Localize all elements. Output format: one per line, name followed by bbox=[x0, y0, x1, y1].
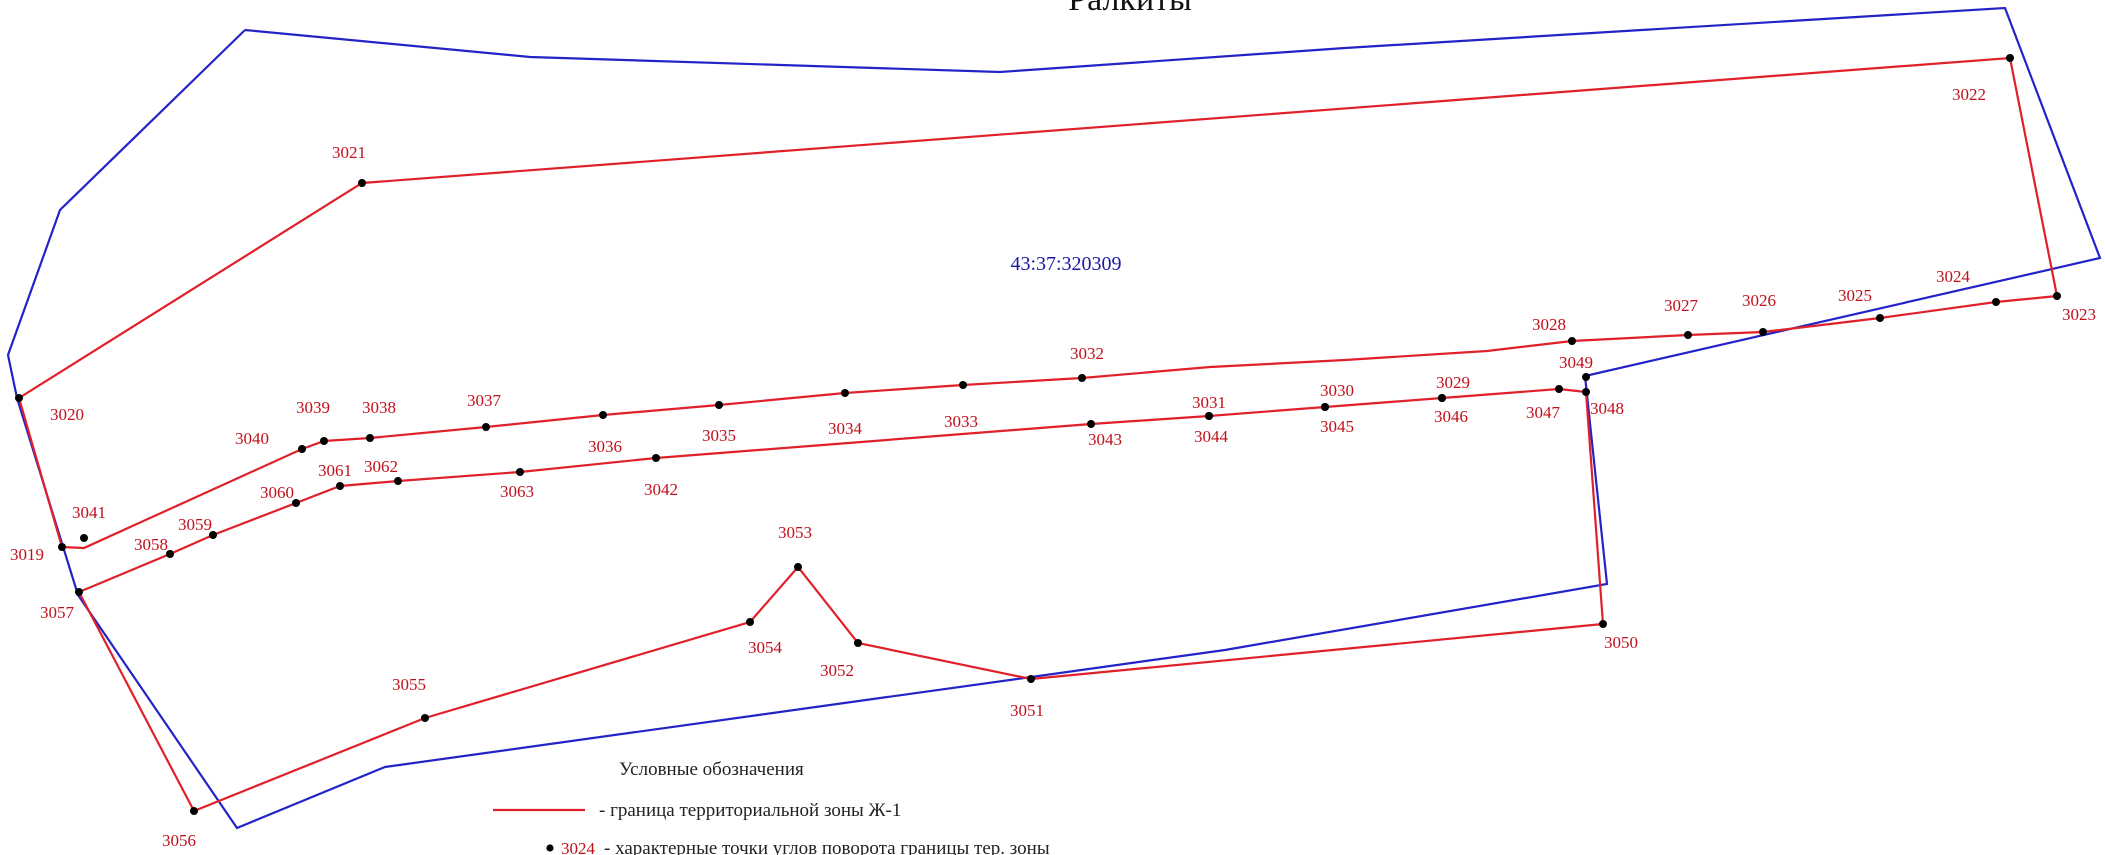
parcel-label: 43:37:320309 bbox=[1010, 253, 1121, 275]
boundary-point-marker bbox=[794, 563, 802, 571]
boundary-point-marker bbox=[1027, 675, 1035, 683]
boundary-point-label: 3027 bbox=[1664, 296, 1699, 315]
boundary-point-marker bbox=[1078, 374, 1086, 382]
boundary-point-marker bbox=[358, 179, 366, 187]
boundary-point-label: 3046 bbox=[1434, 407, 1468, 426]
legend-point-text: - характерные точки углов поворота грани… bbox=[604, 838, 1050, 855]
boundary-point-marker bbox=[1438, 394, 1446, 402]
legend-point-swatch bbox=[546, 844, 554, 852]
boundary-point-label: 3060 bbox=[260, 483, 294, 502]
boundary-point-marker bbox=[1087, 420, 1095, 428]
boundary-point-marker bbox=[209, 531, 217, 539]
boundary-point-marker bbox=[15, 394, 23, 402]
boundary-point-marker bbox=[1568, 337, 1576, 345]
boundary-point-label: 3045 bbox=[1320, 417, 1354, 436]
boundary-point-marker bbox=[1759, 328, 1767, 336]
boundary-point-label: 3059 bbox=[178, 515, 212, 534]
boundary-point-label: 3020 bbox=[50, 405, 84, 424]
boundary-point-label: 3054 bbox=[748, 638, 783, 657]
boundary-point-label: 3053 bbox=[778, 523, 812, 542]
boundary-point-label: 3051 bbox=[1010, 701, 1044, 720]
boundary-point-marker bbox=[482, 423, 490, 431]
boundary-point-marker bbox=[394, 477, 402, 485]
boundary-point-label: 3028 bbox=[1532, 315, 1566, 334]
boundary-point-marker bbox=[1582, 373, 1590, 381]
boundary-point-label: 3038 bbox=[362, 398, 396, 417]
boundary-point-marker bbox=[298, 445, 306, 453]
boundary-point-marker bbox=[166, 550, 174, 558]
boundary-point-label: 3049 bbox=[1559, 353, 1593, 372]
parcel-boundary-line bbox=[6, 6, 2102, 830]
boundary-point-label: 3044 bbox=[1194, 427, 1229, 446]
legend-zone-line-text: - граница территориальной зоны Ж-1 bbox=[599, 800, 901, 821]
boundary-point-label: 3030 bbox=[1320, 381, 1354, 400]
boundary-point-marker bbox=[516, 468, 524, 476]
boundary-point-marker bbox=[292, 499, 300, 507]
boundary-point-label: 3033 bbox=[944, 412, 978, 431]
boundary-point-marker bbox=[1599, 620, 1607, 628]
boundary-point-marker bbox=[75, 588, 83, 596]
boundary-point-marker bbox=[1876, 314, 1884, 322]
legend-title: Условные обозначения bbox=[619, 759, 804, 780]
boundary-point-label: 3037 bbox=[467, 391, 502, 410]
boundary-point-marker bbox=[1992, 298, 2000, 306]
boundary-point-marker bbox=[58, 543, 66, 551]
zone-boundary-inner-line bbox=[77, 387, 1605, 813]
boundary-point-marker bbox=[1321, 403, 1329, 411]
boundary-point-marker bbox=[1555, 385, 1563, 393]
boundary-point-label: 3042 bbox=[644, 480, 678, 499]
boundary-point-label: 3052 bbox=[820, 661, 854, 680]
boundary-point-label: 3022 bbox=[1952, 85, 1986, 104]
boundary-point-label: 3023 bbox=[2062, 305, 2096, 324]
legend-point-number: 3024 bbox=[561, 839, 596, 855]
boundary-point-label: 3032 bbox=[1070, 344, 1104, 363]
boundary-point-label: 3021 bbox=[332, 143, 366, 162]
boundary-point-label: 3055 bbox=[392, 675, 426, 694]
boundary-point-marker bbox=[80, 534, 88, 542]
boundary-point-label: 3029 bbox=[1436, 373, 1470, 392]
boundary-point-label: 3041 bbox=[72, 503, 106, 522]
boundary-point-label: 3061 bbox=[318, 461, 352, 480]
boundary-point-marker bbox=[599, 411, 607, 419]
boundary-point-marker bbox=[959, 381, 967, 389]
boundary-point-label: 3024 bbox=[1936, 267, 1971, 286]
boundary-point-marker bbox=[652, 454, 660, 462]
boundary-point-marker bbox=[366, 434, 374, 442]
boundary-points: 3019 3020 3021 3022 3023 3024 3025 3026 3027 3028… bbox=[10, 54, 2096, 850]
boundary-point-marker bbox=[1684, 331, 1692, 339]
boundary-point-marker bbox=[2053, 292, 2061, 300]
boundary-point-label: 3036 bbox=[588, 437, 622, 456]
boundary-point-label: 3063 bbox=[500, 482, 534, 501]
boundary-point-marker bbox=[190, 807, 198, 815]
boundary-point-label: 3058 bbox=[134, 535, 168, 554]
boundary-point-marker bbox=[746, 618, 754, 626]
boundary-point-label: 3035 bbox=[702, 426, 736, 445]
boundary-point-marker bbox=[841, 389, 849, 397]
boundary-point-label: 3034 bbox=[828, 419, 863, 438]
boundary-point-label: 3056 bbox=[162, 831, 196, 850]
boundary-point-label: 3048 bbox=[1590, 399, 1624, 418]
boundary-point-marker bbox=[854, 639, 862, 647]
boundary-point-label: 3039 bbox=[296, 398, 330, 417]
boundary-point-label: 3019 bbox=[10, 545, 44, 564]
boundary-point-marker bbox=[2006, 54, 2014, 62]
boundary-point-label: 3031 bbox=[1192, 393, 1226, 412]
boundary-point-label: 3050 bbox=[1604, 633, 1638, 652]
boundary-point-marker bbox=[715, 401, 723, 409]
boundary-point-marker bbox=[421, 714, 429, 722]
boundary-point-marker bbox=[1205, 412, 1213, 420]
boundary-point-label: 3057 bbox=[40, 603, 75, 622]
boundary-point-marker bbox=[1582, 388, 1590, 396]
boundary-point-marker bbox=[320, 437, 328, 445]
boundary-point-label: 3040 bbox=[235, 429, 269, 448]
map-title: Ралкиты bbox=[1068, 0, 1192, 18]
legend: Условные обозначения - граница территори… bbox=[493, 759, 1050, 855]
boundary-point-label: 3047 bbox=[1526, 403, 1561, 422]
boundary-point-marker bbox=[336, 482, 344, 490]
boundary-point-label: 3026 bbox=[1742, 291, 1776, 310]
boundary-point-label: 3043 bbox=[1088, 430, 1122, 449]
boundary-point-label: 3025 bbox=[1838, 286, 1872, 305]
boundary-point-label: 3062 bbox=[364, 457, 398, 476]
